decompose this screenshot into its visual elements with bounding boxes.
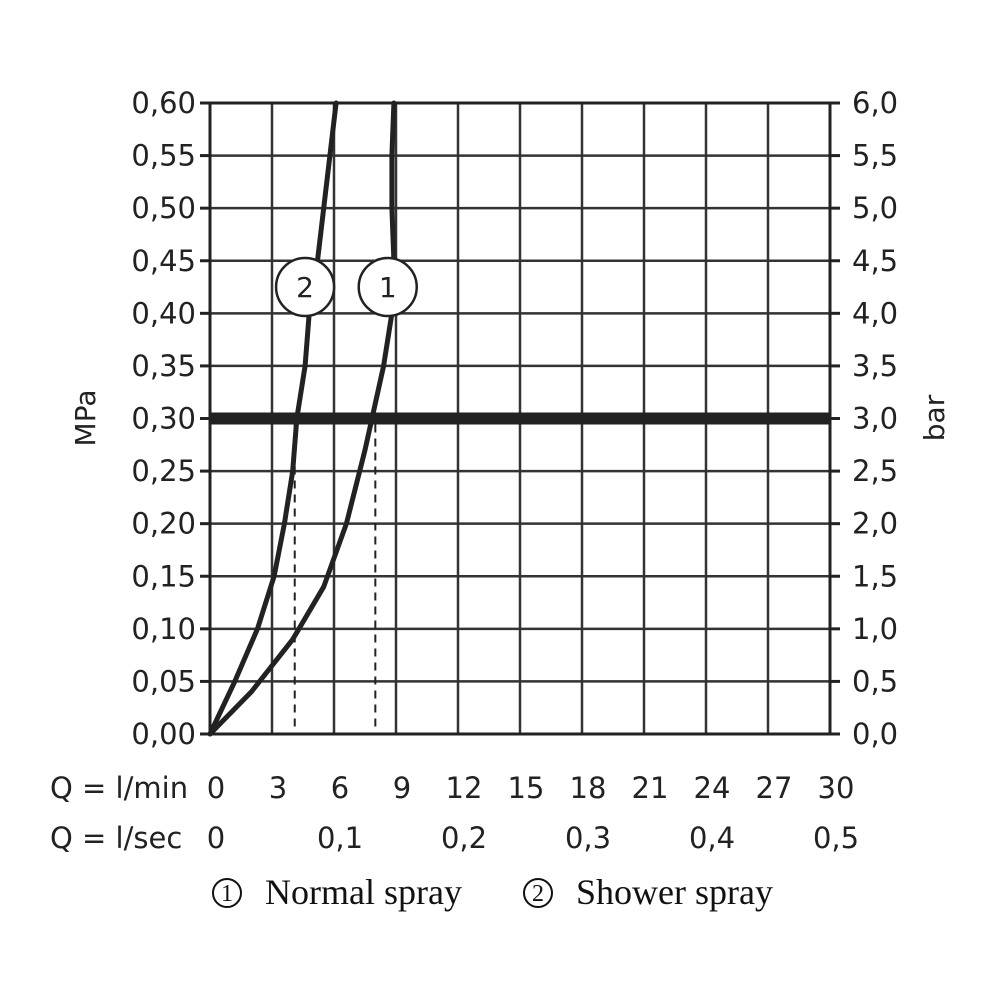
x-lmin-tick-label: 21 bbox=[632, 771, 669, 805]
x-lsec-tick-label: 0,4 bbox=[689, 821, 735, 855]
y-left-tick-label: 0,35 bbox=[131, 349, 196, 383]
y-right-tick-label: 3,0 bbox=[852, 402, 898, 436]
legend-item-normal-spray: 1 Normal spray bbox=[212, 872, 462, 912]
y-left-tick-label: 0,25 bbox=[131, 454, 196, 488]
y-right-tick-label: 2,5 bbox=[852, 454, 898, 488]
y-left-tick-label: 0,05 bbox=[131, 664, 196, 698]
y-left-tick-label: 0,30 bbox=[131, 402, 196, 436]
y-left-axis-title: MPa bbox=[69, 390, 102, 447]
x-lmin-tick-label: 6 bbox=[331, 771, 349, 805]
x-lmin-tick-label: 9 bbox=[393, 771, 411, 805]
x-lsec-tick-labels: 0 0,1 0,2 0,3 0,4 0,5 bbox=[207, 821, 859, 855]
series-line-1 bbox=[207, 100, 397, 737]
legend-marker-circle bbox=[523, 878, 553, 908]
plot-frame bbox=[200, 101, 840, 736]
y-left-tick-label: 0,60 bbox=[131, 86, 196, 120]
x-lsec-tick-label: 0 bbox=[207, 821, 225, 855]
y-right-tick-label: 0,5 bbox=[852, 664, 898, 698]
y-right-tick-label: 3,5 bbox=[852, 349, 898, 383]
y-right-tick-label: 0,0 bbox=[852, 717, 898, 751]
y-left-tick-labels: 0,00 0,05 0,10 0,15 0,20 0,25 0,30 0,35 0,40 0,45… bbox=[131, 86, 196, 751]
y-left-tick-label: 0,50 bbox=[131, 191, 196, 225]
x-lmin-tick-label: 15 bbox=[508, 771, 545, 805]
x-lsec-tick-label: 0,2 bbox=[441, 821, 487, 855]
legend: 1 Normal spray 2 Shower spray bbox=[212, 872, 773, 912]
y-right-tick-label: 1,5 bbox=[852, 559, 898, 593]
y-left-tick-label: 0,00 bbox=[131, 717, 196, 751]
y-left-tick-label: 0,40 bbox=[131, 296, 196, 330]
x-lmin-tick-label: 27 bbox=[756, 771, 793, 805]
x-lmin-tick-labels: 0 3 6 9 12 15 18 21 24 27 30 bbox=[207, 771, 855, 805]
y-left-tick-label: 0,20 bbox=[131, 507, 196, 541]
x-lmin-tick-label: 18 bbox=[570, 771, 607, 805]
x-lmin-tick-label: 12 bbox=[446, 771, 483, 805]
legend-label: Normal spray bbox=[265, 872, 462, 912]
curves: 12 bbox=[207, 100, 830, 737]
legend-label: Shower spray bbox=[576, 872, 773, 912]
x-lmin-tick-label: 24 bbox=[694, 771, 731, 805]
y-right-tick-label: 6,0 bbox=[852, 86, 898, 120]
y-right-tick-labels: 0,0 0,5 1,0 1,5 2,0 2,5 3,0 3,5 4,0 4,5 5,0 5,5 6,0 bbox=[852, 86, 898, 751]
legend-marker-circle bbox=[212, 878, 242, 908]
y-right-axis-title: bar bbox=[918, 394, 951, 441]
x-lmin-tick-label: 0 bbox=[207, 771, 225, 805]
series-line-2 bbox=[207, 100, 339, 737]
y-right-tick-label: 1,0 bbox=[852, 612, 898, 646]
series-marker-label-1: 1 bbox=[379, 271, 397, 304]
y-left-tick-label: 0,55 bbox=[131, 139, 196, 173]
legend-marker-number: 1 bbox=[221, 881, 233, 907]
y-left-tick-label: 0,10 bbox=[131, 612, 196, 646]
legend-marker-number: 2 bbox=[532, 881, 544, 907]
legend-item-shower-spray: 2 Shower spray bbox=[523, 872, 773, 912]
x-lsec-tick-label: 0,5 bbox=[813, 821, 859, 855]
x-lsec-tick-label: 0,3 bbox=[565, 821, 611, 855]
x-lsec-tick-label: 0,1 bbox=[317, 821, 363, 855]
series-marker-label-2: 2 bbox=[296, 271, 314, 304]
y-left-tick-label: 0,15 bbox=[131, 559, 196, 593]
y-right-tick-label: 4,0 bbox=[852, 296, 898, 330]
x-lmin-row-label: Q = l/min bbox=[50, 771, 188, 805]
x-lsec-row-label: Q = l/sec bbox=[50, 821, 182, 855]
y-right-tick-label: 5,5 bbox=[852, 139, 898, 173]
y-right-tick-label: 5,0 bbox=[852, 191, 898, 225]
x-lmin-tick-label: 3 bbox=[269, 771, 287, 805]
series-marker-circle-2 bbox=[274, 256, 336, 318]
x-lmin-tick-label: 30 bbox=[818, 771, 855, 805]
series-marker-circle-1 bbox=[357, 256, 418, 318]
y-right-tick-label: 2,0 bbox=[852, 507, 898, 541]
y-left-tick-label: 0,45 bbox=[131, 244, 196, 278]
y-right-tick-label: 4,5 bbox=[852, 244, 898, 278]
